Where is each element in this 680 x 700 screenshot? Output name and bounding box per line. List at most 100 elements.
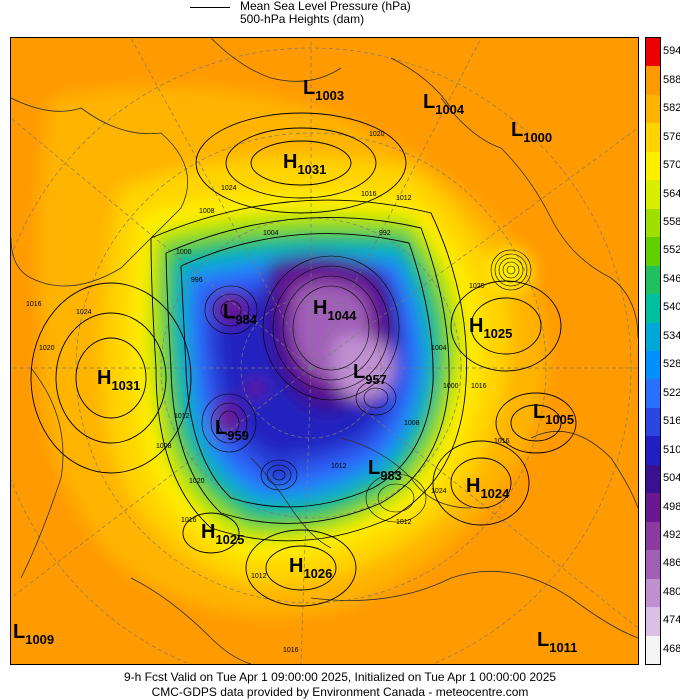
colorbar-label: 588 <box>663 73 680 86</box>
lat-lon-grid <box>11 38 638 664</box>
high-center: H1031 <box>283 151 326 177</box>
contour-label: 1000 <box>176 249 192 256</box>
low-center: L1004 <box>423 91 465 117</box>
contour-line-sample <box>190 7 230 8</box>
colorbar-label: 552 <box>663 244 680 257</box>
contour-label: 1016 <box>283 647 299 654</box>
coastlines <box>11 38 638 664</box>
colorbar-label: 576 <box>663 130 680 143</box>
colorbar-label: 558 <box>663 215 680 228</box>
high-center: H1031 <box>97 367 140 393</box>
colorbar-segment <box>646 351 660 380</box>
contour-label: 1016 <box>181 517 197 524</box>
colorbar-label: 534 <box>663 329 680 342</box>
low-center: L959 <box>215 417 249 443</box>
height-colorbar <box>645 37 661 665</box>
contour-label: 1016 <box>494 438 510 445</box>
colorbar-label: 486 <box>663 557 680 570</box>
contour-label: 1024 <box>221 185 237 192</box>
weather-map-svg: 1020 1024 1016 1012 1008 1004 1000 996 9… <box>11 38 638 664</box>
colorbar-label: 564 <box>663 187 680 200</box>
colorbar-segment <box>646 578 660 608</box>
low-center: L984 <box>223 301 258 327</box>
legend-pressure-label: Mean Sea Level Pressure (hPa) <box>240 0 411 13</box>
contour-label: 1020 <box>39 345 55 352</box>
isobars-inner <box>201 249 532 523</box>
colorbar-segment <box>646 208 660 238</box>
high-center: H1025 <box>201 521 244 547</box>
colorbar-segment <box>646 379 660 409</box>
contour-label: 1020 <box>369 131 385 138</box>
colorbar-label: 510 <box>663 443 680 456</box>
colorbar-segment <box>646 94 660 124</box>
isobars <box>30 112 577 607</box>
colorbar-segment <box>646 635 660 665</box>
colorbar-label: 480 <box>663 585 680 598</box>
high-center: H1044 <box>313 297 357 323</box>
colorbar-label: 570 <box>663 159 680 172</box>
low-center: L1003 <box>303 77 344 103</box>
contour-label: 1000 <box>443 383 459 390</box>
colorbar-label: 528 <box>663 358 680 371</box>
contour-label: 996 <box>191 277 203 284</box>
contour-label: 1016 <box>471 383 487 390</box>
contour-label: 1008 <box>404 420 420 427</box>
contour-label: 1012 <box>331 463 347 470</box>
colorbar-segment <box>646 550 660 580</box>
colorbar-segment <box>646 493 660 523</box>
contour-label: 1012 <box>251 573 267 580</box>
forecast-valid-text: 9-h Fcst Valid on Tue Apr 1 09:00:00 202… <box>123 670 557 684</box>
low-center: L1000 <box>511 119 552 145</box>
data-credit-text: CMC-GDPS data provided by Environment Ca… <box>151 685 529 699</box>
colorbar-segment <box>646 521 660 551</box>
contour-label: 1008 <box>156 443 172 450</box>
colorbar-label: 504 <box>663 472 680 485</box>
colorbar-label: 516 <box>663 415 680 428</box>
contour-label: 1004 <box>263 230 279 237</box>
contour-label: 1004 <box>431 345 447 352</box>
low-center: L957 <box>353 361 387 387</box>
contour-label: 1024 <box>431 488 447 495</box>
contour-labels: 1020 1024 1016 1012 1008 1004 1000 996 9… <box>26 131 510 654</box>
legend-heights-label: 500-hPa Heights (dam) <box>240 12 365 26</box>
low-center: L1011 <box>537 629 577 655</box>
colorbar-label: 594 <box>663 45 680 58</box>
contour-label: 1024 <box>76 309 92 316</box>
colorbar-label: 546 <box>663 272 680 285</box>
low-center: L1005 <box>533 401 574 427</box>
colorbar-segment <box>646 151 660 181</box>
colorbar-segment <box>646 38 660 67</box>
contour-label: 1020 <box>469 283 485 290</box>
colorbar-label: 468 <box>663 642 680 655</box>
contour-label: 1012 <box>396 195 412 202</box>
colorbar-label: 522 <box>663 386 680 399</box>
high-center: H1024 <box>466 475 510 501</box>
contour-label: 1012 <box>396 519 412 526</box>
contour-label: 1020 <box>189 478 205 485</box>
colorbar-segment <box>646 123 660 153</box>
low-center: L1009 <box>13 621 54 647</box>
colorbar-label: 474 <box>663 614 680 627</box>
colorbar-segment <box>646 607 660 637</box>
weather-map: 1020 1024 1016 1012 1008 1004 1000 996 9… <box>10 37 639 665</box>
colorbar-segment <box>646 464 660 494</box>
colorbar-label: 540 <box>663 301 680 314</box>
colorbar-segment <box>646 66 660 96</box>
high-center: H1025 <box>469 315 512 341</box>
colorbar-segment <box>646 407 660 437</box>
pressure-centers: L1003 L1004 L1000 H1031 H1044 L984 H1031… <box>13 77 577 655</box>
contour-label: 1012 <box>174 413 190 420</box>
colorbar-segment <box>646 237 660 267</box>
contour-label: 1008 <box>199 208 215 215</box>
colorbar-label: 582 <box>663 102 680 115</box>
contour-label: 992 <box>379 230 391 237</box>
contour-label: 1016 <box>361 191 377 198</box>
colorbar-segment <box>646 265 660 295</box>
low-center: L983 <box>368 457 402 483</box>
colorbar-segment <box>646 180 660 210</box>
colorbar-label: 498 <box>663 500 680 513</box>
colorbar-label: 492 <box>663 528 680 541</box>
colorbar-segment <box>646 436 660 466</box>
colorbar-segment <box>646 322 660 352</box>
colorbar-segment <box>646 294 660 324</box>
